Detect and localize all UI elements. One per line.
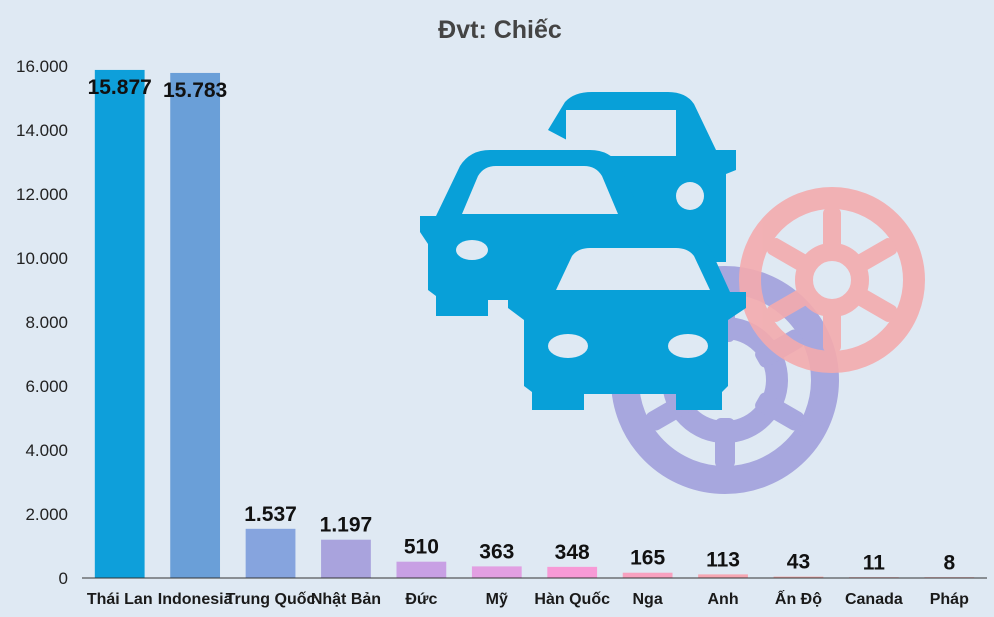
data-label: 43	[787, 551, 810, 574]
data-label: 15.877	[88, 76, 152, 99]
x-tick-label: Pháp	[930, 591, 969, 608]
car-icon	[548, 92, 736, 262]
y-tick-label: 0	[59, 569, 68, 588]
bar	[94, 69, 145, 578]
chart-title: Đvt: Chiếc	[438, 16, 562, 44]
y-tick-label: 14.000	[16, 121, 68, 140]
data-label: 363	[479, 540, 514, 563]
y-tick-label: 4.000	[25, 441, 68, 460]
bar	[396, 561, 447, 578]
x-tick-label: Ấn Độ	[775, 589, 822, 608]
x-tick-label: Nhật Bản	[311, 591, 381, 608]
x-tick-label: Thái Lan	[87, 591, 153, 608]
y-tick-label: 10.000	[16, 249, 68, 268]
bar	[773, 576, 824, 578]
y-axis: 0 2.000 4.000 6.000 8.000 10.000 12.000 14.000 1…	[16, 57, 68, 588]
x-tick-label: Hàn Quốc	[534, 591, 610, 608]
x-tick-label: Nga	[633, 591, 663, 608]
y-tick-label: 2.000	[25, 505, 68, 524]
bar	[170, 72, 221, 578]
bars	[94, 69, 975, 578]
x-tick-label: Trung Quốc	[226, 591, 316, 608]
y-tick-label: 12.000	[16, 185, 68, 204]
bar	[245, 528, 296, 578]
wheel-icon	[739, 187, 925, 373]
x-tick-label: Canada	[845, 591, 903, 608]
bar	[471, 566, 522, 578]
data-label: 348	[555, 541, 590, 564]
data-label: 11	[863, 552, 886, 575]
bar	[622, 572, 673, 578]
x-tick-label: Indonesia	[158, 591, 233, 608]
y-tick-label: 8.000	[25, 313, 68, 332]
data-labels: 15.877 15.783 1.537 1.197 510 363 348 165 113 43 1…	[88, 76, 956, 575]
data-label: 165	[630, 547, 665, 570]
bar	[547, 566, 598, 578]
x-tick-label: Đức	[405, 591, 437, 608]
bar	[321, 539, 371, 578]
data-label: 15.783	[163, 79, 227, 102]
car-icon	[508, 232, 746, 410]
x-tick-label: Anh	[707, 591, 738, 608]
x-tick-label: Mỹ	[486, 591, 508, 608]
data-label: 1.537	[244, 503, 297, 526]
bar	[698, 574, 748, 578]
data-label: 8	[943, 552, 955, 575]
y-tick-label: 16.000	[16, 57, 68, 76]
data-label: 510	[404, 536, 439, 559]
data-label: 113	[706, 548, 740, 571]
illustration	[420, 92, 925, 494]
data-label: 1.197	[320, 514, 373, 537]
y-tick-label: 6.000	[25, 377, 68, 396]
